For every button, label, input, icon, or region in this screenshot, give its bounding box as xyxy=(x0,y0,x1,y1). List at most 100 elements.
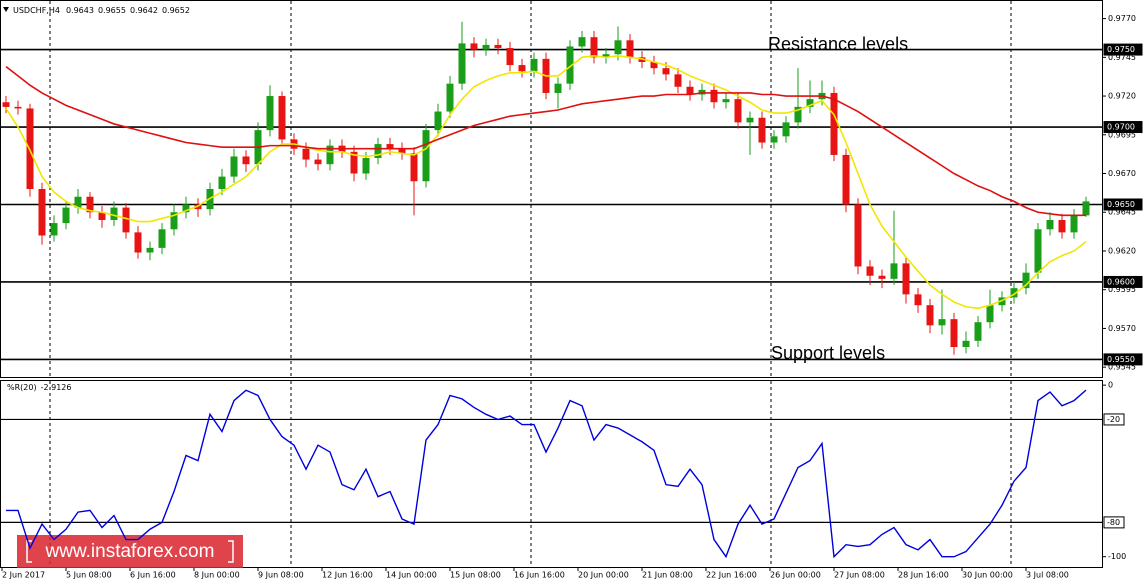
x-tick-label: 26 Jun 00:00 xyxy=(770,571,821,580)
candle-body xyxy=(962,340,970,348)
candle-body xyxy=(470,43,478,50)
candle-body xyxy=(902,263,910,295)
level-label: 0.9650 xyxy=(1107,200,1135,209)
candle-body xyxy=(1082,201,1090,216)
level-label-box xyxy=(1103,413,1125,426)
candle-body xyxy=(38,189,46,236)
candle-body xyxy=(914,294,922,306)
x-tick-label: 9 Jun 08:00 xyxy=(258,571,304,580)
candle-body xyxy=(1046,219,1054,230)
level-label: 0.9750 xyxy=(1107,45,1135,54)
x-tick-label: 12 Jun 16:00 xyxy=(322,571,373,580)
candle-body xyxy=(350,151,358,174)
candle-body xyxy=(434,111,442,131)
x-tick-label: 3 Jul 08:00 xyxy=(1026,571,1069,580)
line-series xyxy=(6,389,1087,559)
watermark: www.instaforex.com xyxy=(17,535,243,568)
level-label-box xyxy=(1103,121,1143,134)
header-close: 0.9652 xyxy=(162,6,190,15)
candle-body xyxy=(950,319,958,348)
line-series xyxy=(5,54,1087,310)
watermark-brackets xyxy=(26,540,234,563)
candle-body xyxy=(578,37,586,47)
x-tick-label: 28 Jun 16:00 xyxy=(898,571,949,580)
x-tick-label: 22 Jun 16:00 xyxy=(706,571,757,580)
candle-body xyxy=(230,156,238,177)
candle-body xyxy=(1058,219,1066,233)
level-label: -80 xyxy=(1107,518,1120,527)
candle-body xyxy=(1022,272,1030,289)
candle-body xyxy=(134,232,142,253)
candle-body xyxy=(626,40,634,58)
candle-body xyxy=(242,156,250,165)
x-tick-label: 5 Jun 08:00 xyxy=(66,571,112,580)
candle-body xyxy=(302,148,310,160)
level-label-box xyxy=(1103,198,1143,211)
y-tick-label: 0.9670 xyxy=(1108,169,1136,178)
candle-body xyxy=(326,145,334,165)
indicator-last-value: -2.9126 xyxy=(41,383,72,392)
header-open: 0.9643 xyxy=(66,6,94,15)
candle-body xyxy=(842,154,850,205)
indicator-panel-frame xyxy=(0,380,1103,568)
annotation: Support levels xyxy=(771,343,885,363)
annotation: Resistance levels xyxy=(768,34,908,54)
candle-body xyxy=(518,65,526,72)
candle-body xyxy=(74,196,82,208)
candle-body xyxy=(758,117,766,143)
candle-body xyxy=(170,212,178,230)
candle-body xyxy=(1070,215,1078,233)
candle-body xyxy=(266,96,274,131)
indicator-title: %R(20) xyxy=(7,383,37,392)
y-tick-label: 0.9745 xyxy=(1108,53,1136,62)
candle-body xyxy=(182,204,190,213)
candle-body xyxy=(386,144,394,149)
level-label-box xyxy=(1103,275,1143,288)
candle-body xyxy=(770,136,778,143)
level-label: 0.9700 xyxy=(1107,123,1135,132)
candle-body xyxy=(974,322,982,341)
candle-body xyxy=(986,305,994,323)
candle-body xyxy=(590,37,598,58)
candle-body xyxy=(566,46,574,84)
watermark-box xyxy=(17,535,243,568)
watermark-text: www.instaforex.com xyxy=(45,541,215,562)
y-tick-label: 0.9545 xyxy=(1108,363,1136,372)
candle-body xyxy=(410,153,418,182)
candle-body xyxy=(2,102,10,107)
candle-body xyxy=(554,83,562,93)
price-panel-frame xyxy=(0,0,1103,378)
candle-body xyxy=(446,83,454,112)
candle-body xyxy=(98,212,106,220)
line-series xyxy=(5,65,1086,217)
candle-body xyxy=(830,92,838,155)
y-tick-label: 0.9570 xyxy=(1108,324,1136,333)
y-tick-label: 0.9620 xyxy=(1108,246,1136,255)
candle-body xyxy=(926,305,934,326)
candle-body xyxy=(530,58,538,72)
frames xyxy=(0,0,1103,568)
x-tick-label: 14 Jun 00:00 xyxy=(386,571,437,580)
symbol-title: USDCHF,H4 xyxy=(13,6,60,15)
x-tick-label: 20 Jun 00:00 xyxy=(578,571,629,580)
chart-header: USDCHF,H4 0.9643 0.9655 0.9642 0.9652 xyxy=(13,6,190,15)
level-label: -20 xyxy=(1107,415,1120,424)
candle-body xyxy=(938,319,946,326)
y-tick-label: 0.9595 xyxy=(1108,285,1136,294)
candle-body xyxy=(722,99,730,103)
x-tick-label: 15 Jun 08:00 xyxy=(450,571,501,580)
candle-body xyxy=(146,247,154,253)
header-low: 0.9642 xyxy=(130,6,158,15)
y-tick-label: 0.9695 xyxy=(1108,130,1136,139)
symbol-icon xyxy=(3,7,9,12)
x-tick-label: 6 Jun 16:00 xyxy=(130,571,176,580)
candle-body xyxy=(422,130,430,182)
candle-body xyxy=(614,40,622,55)
candle-body xyxy=(218,176,226,189)
y-tick-label: 0.9770 xyxy=(1108,14,1136,23)
candle-body xyxy=(746,117,754,123)
candle-body xyxy=(362,158,370,174)
indicator-header: %R(20) -2.9126 xyxy=(7,383,71,392)
